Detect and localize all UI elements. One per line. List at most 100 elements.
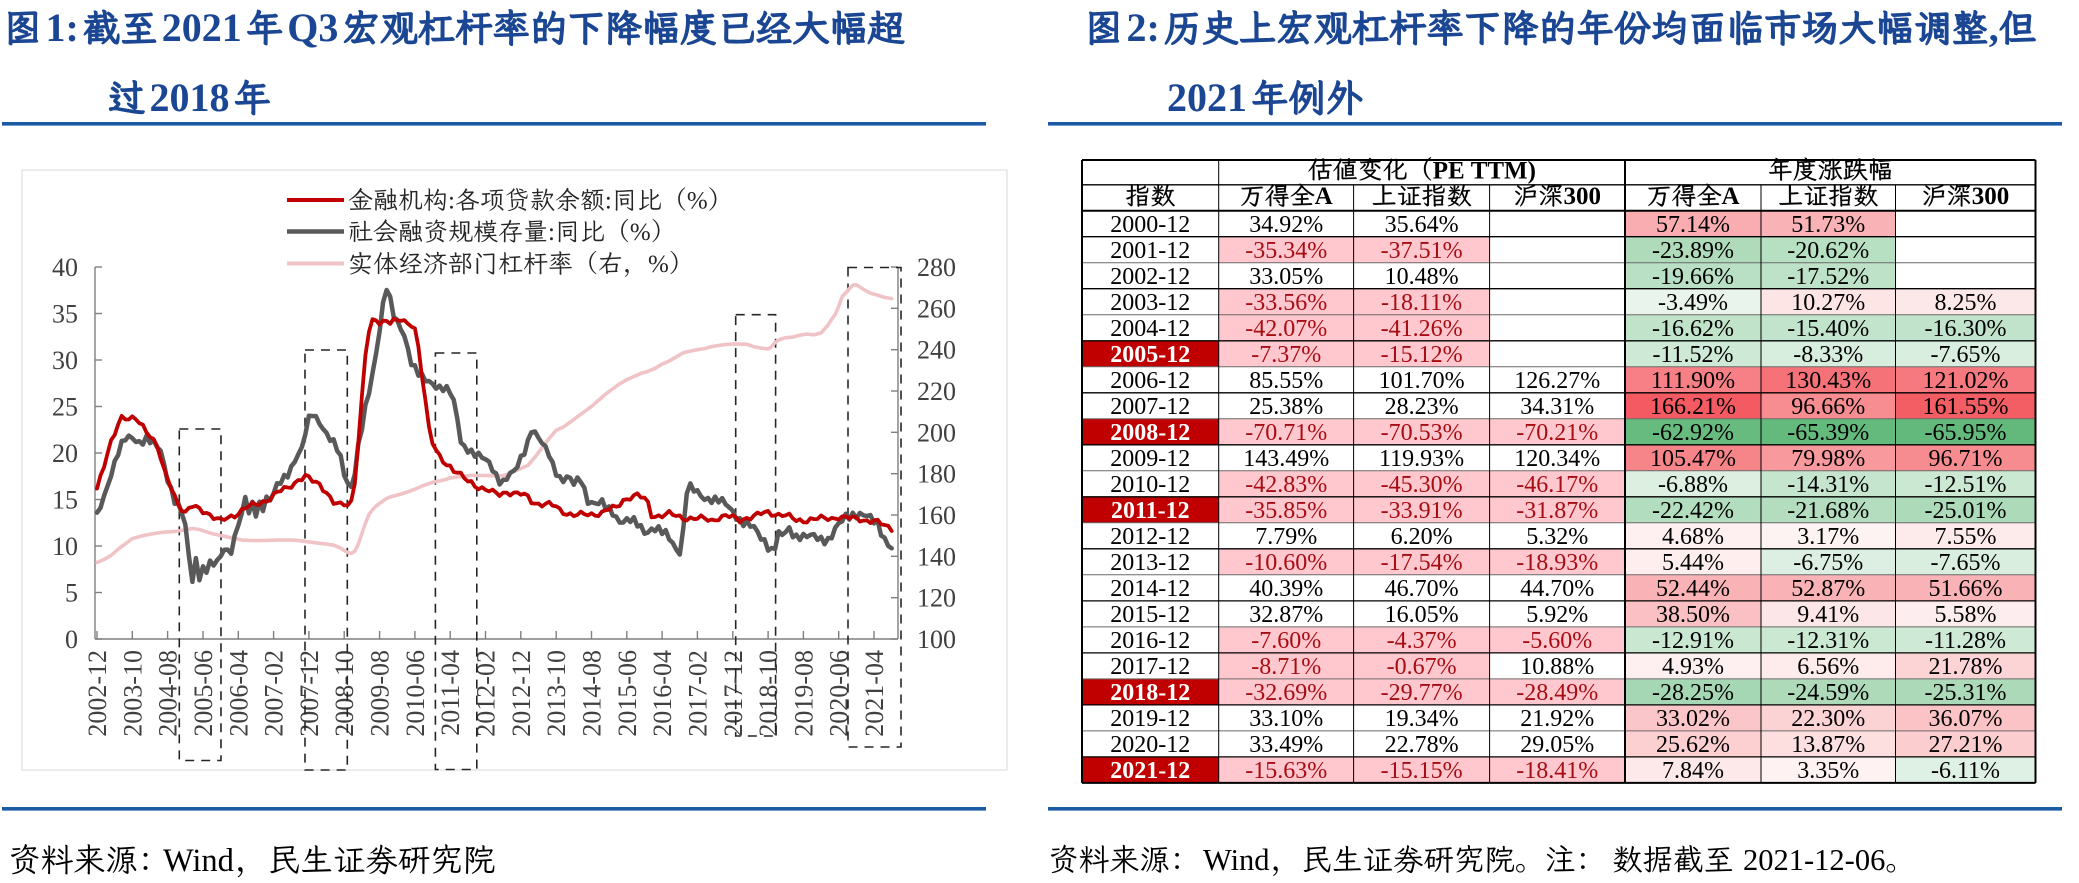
svg-text:-21.68%: -21.68% [1787,498,1869,524]
svg-text:2016-12: 2016-12 [1110,628,1190,654]
svg-text:130.43%: 130.43% [1785,368,1871,394]
svg-text:2008-10: 2008-10 [330,650,359,737]
svg-text:2:: 2: [1127,5,1160,50]
svg-text:2017-12: 2017-12 [719,650,748,737]
svg-text:-45.30%: -45.30% [1381,472,1463,498]
svg-text:260: 260 [917,294,956,323]
svg-text:8.25%: 8.25% [1935,290,1997,316]
svg-text:2003-12: 2003-12 [1110,290,1190,316]
svg-text:16.05%: 16.05% [1385,602,1459,628]
svg-text:32.87%: 32.87% [1249,602,1323,628]
svg-text:5.58%: 5.58% [1935,602,1997,628]
svg-text:2007-02: 2007-02 [260,650,289,737]
svg-text:22.78%: 22.78% [1385,732,1459,758]
svg-text:-25.01%: -25.01% [1925,498,2007,524]
svg-text:19.34%: 19.34% [1385,706,1459,732]
svg-text:2021: 2021 [162,5,242,50]
svg-text:-35.34%: -35.34% [1245,238,1327,264]
svg-text:28.23%: 28.23% [1385,394,1459,420]
svg-text:-15.12%: -15.12% [1381,342,1463,368]
svg-text:10.48%: 10.48% [1385,264,1459,290]
svg-text:7.55%: 7.55% [1935,524,1997,550]
svg-text:2018: 2018 [150,75,230,120]
svg-text:2018-12: 2018-12 [1110,680,1190,706]
svg-text:5: 5 [65,579,78,608]
svg-text:105.47%: 105.47% [1650,446,1736,472]
svg-text:2021-12: 2021-12 [1110,758,1190,784]
svg-text:-20.62%: -20.62% [1787,238,1869,264]
svg-text:-15.40%: -15.40% [1787,316,1869,342]
svg-text:2010-12: 2010-12 [1110,472,1190,498]
svg-text:25: 25 [52,393,78,422]
svg-text:-35.85%: -35.85% [1245,498,1327,524]
svg-text:35.64%: 35.64% [1385,212,1459,238]
svg-text:-12.31%: -12.31% [1787,628,1869,654]
svg-text:-7.60%: -7.60% [1251,628,1321,654]
svg-text:85.55%: 85.55% [1249,368,1323,394]
svg-text:-65.95%: -65.95% [1925,420,2007,446]
svg-text:52.44%: 52.44% [1656,576,1730,602]
svg-text:5.92%: 5.92% [1526,602,1588,628]
svg-text:-70.53%: -70.53% [1381,420,1463,446]
svg-text:2016-04: 2016-04 [648,650,677,737]
svg-text:2020-06: 2020-06 [825,650,854,737]
svg-text:2002-12: 2002-12 [83,650,112,737]
svg-text:166.21%: 166.21% [1650,394,1736,420]
svg-text:33.10%: 33.10% [1249,706,1323,732]
svg-text:33.02%: 33.02% [1656,706,1730,732]
svg-text:160: 160 [917,501,956,530]
svg-text:-15.15%: -15.15% [1381,758,1463,784]
svg-text:96.71%: 96.71% [1929,446,2003,472]
svg-text:-7.37%: -7.37% [1251,342,1321,368]
svg-text:2019-08: 2019-08 [789,650,818,737]
svg-text:-62.92%: -62.92% [1652,420,1734,446]
svg-text:2004-08: 2004-08 [154,650,183,737]
svg-text:-25.31%: -25.31% [1925,680,2007,706]
svg-text:A: A [1315,183,1333,210]
svg-text:-4.37%: -4.37% [1387,628,1457,654]
svg-text:161.55%: 161.55% [1923,394,2009,420]
svg-text:2006-12: 2006-12 [1110,368,1190,394]
svg-text:-42.07%: -42.07% [1245,316,1327,342]
svg-text:-8.33%: -8.33% [1793,342,1863,368]
svg-text:2014-08: 2014-08 [577,650,606,737]
svg-text:2004-12: 2004-12 [1110,316,1190,342]
svg-text:-6.88%: -6.88% [1658,472,1728,498]
svg-text:3.35%: 3.35% [1797,758,1859,784]
svg-text:-17.54%: -17.54% [1381,550,1463,576]
svg-text::: : [605,188,612,215]
svg-text:4.93%: 4.93% [1662,654,1724,680]
svg-text:-37.51%: -37.51% [1381,238,1463,264]
svg-text:-18.93%: -18.93% [1516,550,1598,576]
svg-text:-18.11%: -18.11% [1381,290,1462,316]
svg-text:300: 300 [1564,183,1602,210]
svg-text:-29.77%: -29.77% [1381,680,1463,706]
svg-text:51.66%: 51.66% [1929,576,2003,602]
svg-text:-14.31%: -14.31% [1787,472,1869,498]
svg-text:200: 200 [917,418,956,447]
svg-text:22.30%: 22.30% [1791,706,1865,732]
svg-text:-8.71%: -8.71% [1251,654,1321,680]
svg-text:Wind: Wind [1203,843,1270,877]
svg-text:29.05%: 29.05% [1520,732,1594,758]
svg-text:-23.89%: -23.89% [1652,238,1734,264]
svg-text:79.98%: 79.98% [1791,446,1865,472]
svg-text:2012-02: 2012-02 [472,650,501,737]
svg-text:2020-12: 2020-12 [1110,732,1190,758]
svg-text:33.49%: 33.49% [1249,732,1323,758]
svg-text:3.17%: 3.17% [1797,524,1859,550]
svg-text:-70.71%: -70.71% [1245,420,1327,446]
svg-text:220: 220 [917,377,956,406]
svg-text::: : [448,188,455,215]
svg-text:140: 140 [917,542,956,571]
svg-text:2019-12: 2019-12 [1110,706,1190,732]
svg-text:1:: 1: [46,5,79,50]
svg-text:5.44%: 5.44% [1662,550,1724,576]
svg-text:6.56%: 6.56% [1797,654,1859,680]
svg-text:-16.30%: -16.30% [1925,316,2007,342]
svg-text:96.66%: 96.66% [1791,394,1865,420]
svg-text:2000-12: 2000-12 [1110,212,1190,238]
svg-text:%: % [630,219,651,246]
svg-text:Wind: Wind [163,843,234,879]
svg-text:-12.51%: -12.51% [1925,472,2007,498]
